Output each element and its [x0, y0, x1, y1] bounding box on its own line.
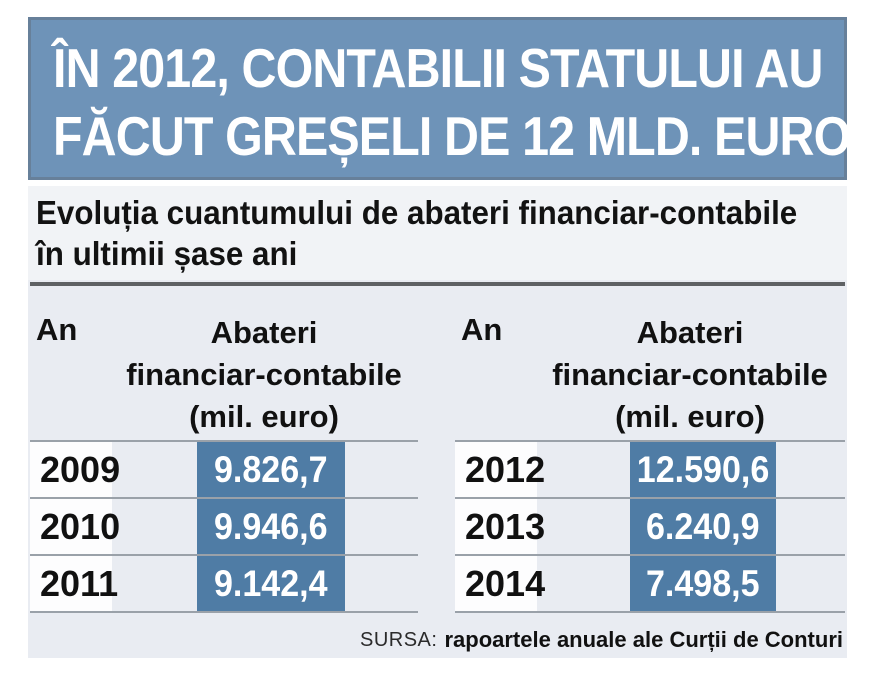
value-text: 6.240,9	[646, 505, 760, 547]
subtitle-line-2: în ultimii șase ani	[36, 235, 298, 272]
table-2-value-column-header: Abateri financiar-contabile (mil. euro)	[535, 312, 845, 438]
year-cell: 2013	[455, 499, 545, 554]
value-text: 9.946,6	[214, 505, 328, 547]
table-1-value-column-header: Abateri financiar-contabile (mil. euro)	[110, 312, 418, 438]
value-text: 12.590,6	[636, 448, 770, 490]
table-2-year-column-header: An	[461, 312, 503, 347]
table-2-value-header-line-3: (mil. euro)	[615, 399, 765, 434]
table-row: 2010 9.946,6	[30, 499, 418, 556]
table-row: 2009 9.826,7	[30, 442, 418, 499]
year-cell: 2014	[455, 556, 545, 611]
table-row: 2012 12.590,6	[455, 442, 845, 499]
table-1-rows: 2009 9.826,7 2010 9.946,6 2011 9.142,4	[30, 440, 418, 613]
value-cell: 9.142,4	[197, 556, 345, 611]
subtitle-line-1: Evoluția cuantumului de abateri financia…	[36, 194, 798, 231]
headline-banner: ÎN 2012, CONTABILII STATULUI AU FĂCUT GR…	[28, 17, 851, 180]
table-2-header: An Abateri financiar-contabile (mil. eur…	[455, 312, 845, 440]
year-cell: 2012	[455, 442, 545, 497]
table-2-value-header-line-1: Abateri	[636, 315, 744, 350]
value-text: 9.142,4	[214, 562, 328, 604]
table-2-rows: 2012 12.590,6 2013 6.240,9 2014 7.498,5	[455, 440, 845, 613]
year-cell: 2009	[30, 442, 120, 497]
table-row: 2014 7.498,5	[455, 556, 845, 613]
value-cell: 9.946,6	[197, 499, 345, 554]
value-cell: 7.498,5	[630, 556, 776, 611]
table-1-value-header-line-1: Abateri	[210, 315, 318, 350]
value-cell: 12.590,6	[630, 442, 776, 497]
headline-line-1: ÎN 2012, CONTABILII STATULUI AU	[53, 37, 823, 99]
infographic-panel: Evoluția cuantumului de abateri financia…	[28, 186, 847, 658]
table-row: 2011 9.142,4	[30, 556, 418, 613]
table-2012-2014: An Abateri financiar-contabile (mil. eur…	[455, 312, 845, 613]
year-cell: 2011	[30, 556, 118, 611]
value-cell: 6.240,9	[630, 499, 776, 554]
year-cell: 2010	[30, 499, 120, 554]
table-row: 2013 6.240,9	[455, 499, 845, 556]
data-tables: An Abateri financiar-contabile (mil. eur…	[28, 286, 847, 613]
source-text: rapoartele anuale ale Curții de Conturi	[444, 627, 843, 652]
value-text: 7.498,5	[646, 562, 760, 604]
table-1-header: An Abateri financiar-contabile (mil. eur…	[30, 312, 418, 440]
headline-line-2: FĂCUT GREȘELI DE 12 MLD. EURO	[53, 105, 851, 167]
table-1-value-header-line-3: (mil. euro)	[189, 399, 339, 434]
table-2-value-header-line-2: financiar-contabile	[552, 357, 828, 392]
subtitle-divider	[30, 282, 845, 286]
source-line: SURSA: rapoartele anuale ale Curții de C…	[28, 621, 847, 659]
subtitle-block: Evoluția cuantumului de abateri financia…	[28, 186, 847, 280]
table-1-year-column-header: An	[36, 312, 78, 347]
table-1-value-header-line-2: financiar-contabile	[126, 357, 402, 392]
table-2009-2011: An Abateri financiar-contabile (mil. eur…	[30, 312, 418, 613]
value-text: 9.826,7	[214, 448, 328, 490]
source-label: SURSA:	[359, 628, 438, 651]
value-cell: 9.826,7	[197, 442, 345, 497]
